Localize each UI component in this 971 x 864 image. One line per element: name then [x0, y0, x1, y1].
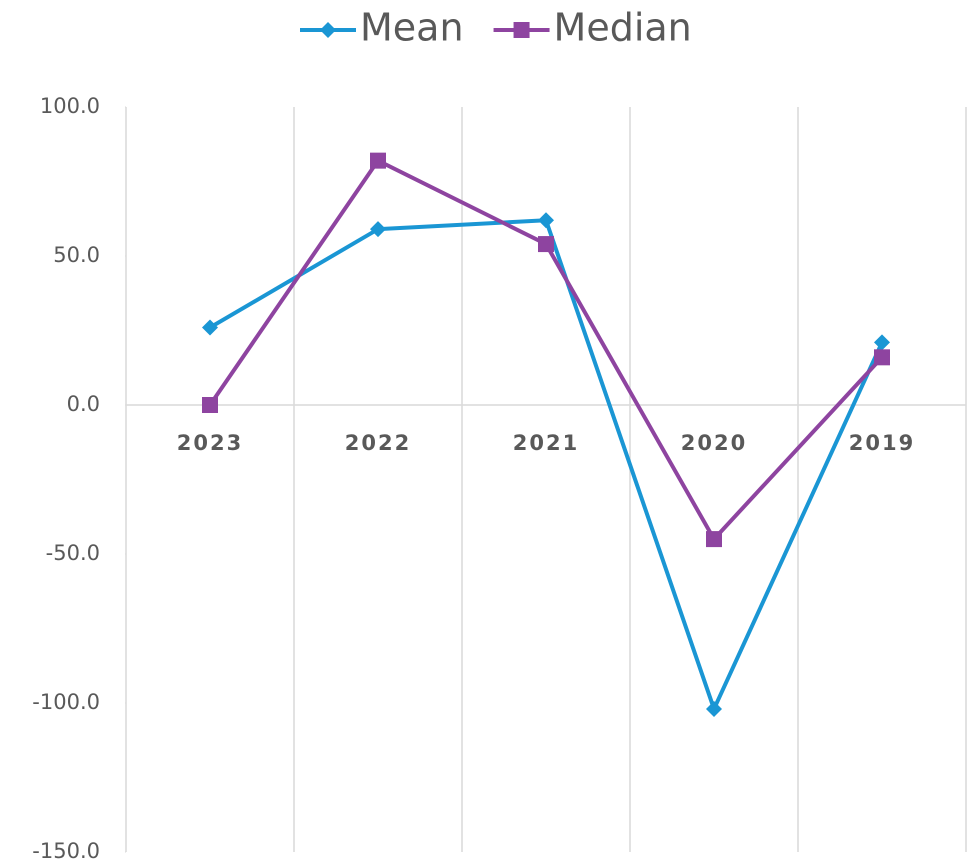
y-tick-label: 100.0 — [40, 94, 100, 118]
data-point — [202, 397, 218, 413]
legend-marker — [513, 22, 530, 38]
data-point — [538, 212, 554, 229]
x-tick-label: 2019 — [849, 431, 915, 455]
y-tick-label: -100.0 — [32, 690, 100, 714]
legend-marker — [320, 22, 336, 38]
data-point — [706, 700, 722, 717]
x-tick-label: 2022 — [345, 431, 411, 455]
data-point — [370, 221, 386, 238]
data-point — [874, 349, 890, 366]
x-tick-label: 2020 — [681, 431, 747, 455]
x-tick-label: 2023 — [177, 431, 243, 455]
y-tick-label: -50.0 — [46, 541, 100, 565]
y-tick-label: 0.0 — [67, 392, 100, 416]
x-tick-label: 2021 — [513, 431, 579, 455]
legend-label: Median — [554, 6, 692, 50]
data-point — [538, 236, 554, 253]
y-tick-label: -150.0 — [32, 839, 100, 863]
data-point — [874, 334, 890, 351]
legend-label: Mean — [360, 6, 464, 50]
data-point — [202, 319, 218, 336]
data-point — [370, 152, 386, 169]
data-point — [706, 531, 722, 548]
y-tick-label: 50.0 — [53, 243, 100, 267]
